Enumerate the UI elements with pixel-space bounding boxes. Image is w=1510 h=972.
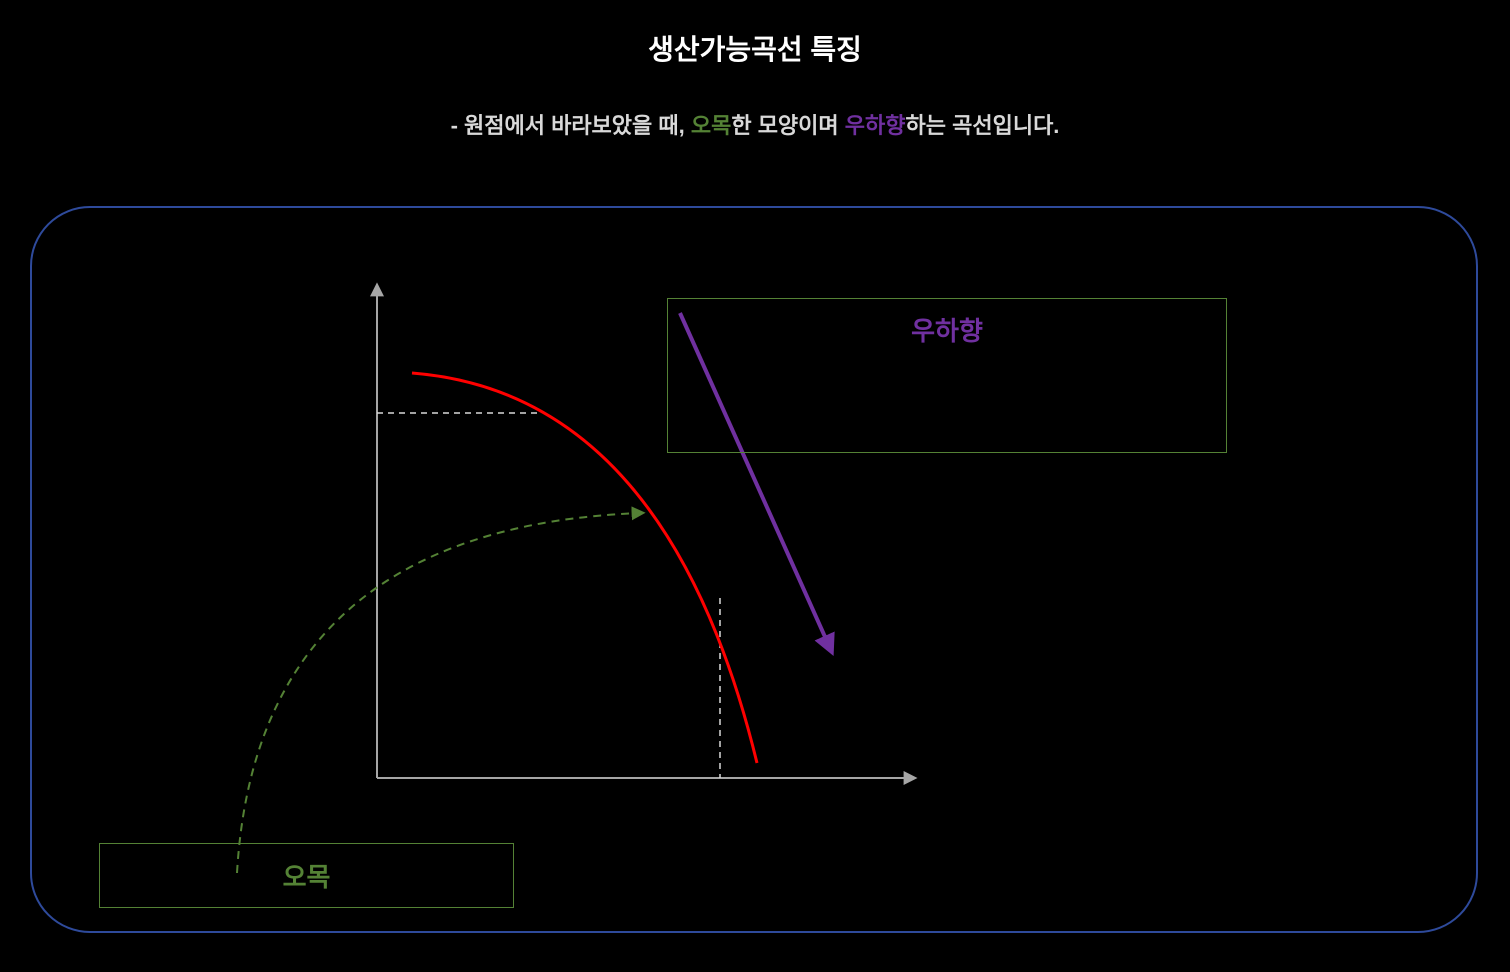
downward-callout: 우하향 [667,298,1227,453]
subtitle-suffix: 하는 곡선입니다. [906,113,1060,138]
concave-arc-arrow [237,513,640,873]
subtitle-mid: 한 모양이며 [731,113,844,138]
subtitle-purple: 우하향 [845,113,906,138]
concave-label: 오목 [283,857,331,894]
page-title: 생산가능곡선 특징 [0,28,1510,68]
subtitle-text: - 원점에서 바라보았을 때, 오목한 모양이며 우하향하는 곡선입니다. [0,108,1510,140]
subtitle-prefix: - 원점에서 바라보았을 때, [451,113,691,138]
concave-callout: 오목 [99,843,514,908]
diagram-panel: 우하향 오목 [30,206,1478,933]
downward-label: 우하향 [911,311,983,348]
subtitle-green: 오목 [691,113,731,138]
